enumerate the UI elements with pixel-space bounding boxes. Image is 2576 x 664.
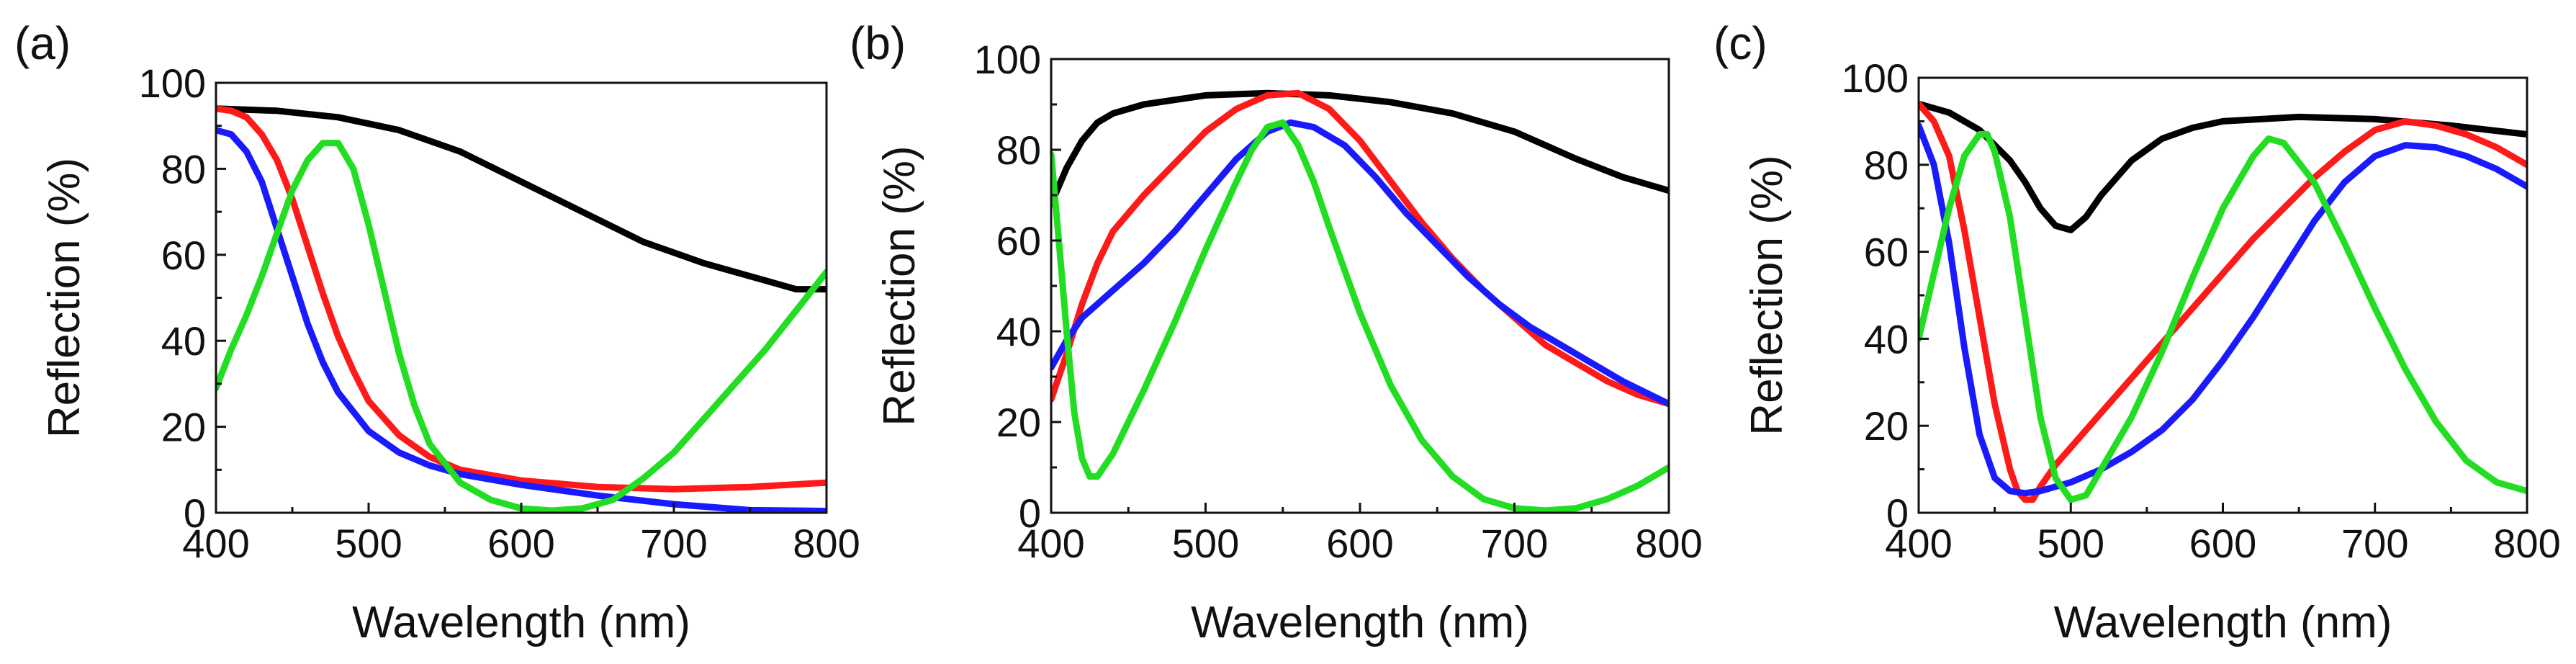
series-green-line — [1051, 119, 1669, 513]
y-tick-label: 0 — [184, 490, 206, 536]
series-blue-line — [1919, 122, 2527, 497]
y-tick-label: 80 — [996, 127, 1041, 173]
y-tick-label: 100 — [974, 37, 1041, 82]
y-tick-label: 20 — [996, 400, 1041, 445]
series-blue-line — [216, 127, 827, 513]
y-tick-label: 40 — [996, 309, 1041, 354]
y-tick-label: 80 — [1864, 143, 1909, 188]
series-group — [216, 105, 827, 513]
y-tick-label: 40 — [1864, 316, 1909, 362]
series-group — [1919, 100, 2527, 503]
series-green-line — [1919, 131, 2527, 503]
series-black-line — [1919, 100, 2527, 233]
x-tick-label: 800 — [1635, 521, 1702, 566]
panel-b: 400 500 600 700 800 0 20 40 60 80 100 Wavelength (n… — [850, 17, 1703, 647]
y-tick-label: 20 — [1864, 403, 1909, 449]
x-tick-label: 800 — [793, 521, 860, 566]
x-axis-label: Wavelength (nm) — [352, 598, 690, 647]
x-tick-label: 600 — [487, 521, 554, 566]
series-red-line — [1051, 89, 1669, 408]
series-green-line — [216, 140, 827, 513]
y-tick-label: 100 — [139, 60, 206, 106]
x-tick-label: 800 — [2493, 521, 2560, 566]
panel-a: 400 500 600 700 800 0 20 40 60 80 100 Wavelength (n… — [14, 17, 860, 647]
x-tick-label: 500 — [2037, 521, 2104, 566]
plot-frame — [1050, 58, 1670, 514]
series-red-line — [1919, 100, 2527, 503]
x-tick-label: 500 — [1172, 521, 1239, 566]
y-tick-label: 40 — [161, 318, 206, 364]
y-tick-label: 100 — [1842, 55, 1909, 101]
x-tick-label: 400 — [1885, 521, 1952, 566]
y-tick-label: 60 — [1864, 230, 1909, 275]
y-tick-label: 60 — [161, 233, 206, 278]
series-group — [1051, 89, 1669, 513]
y-tick-label: 0 — [1019, 490, 1041, 536]
y-tick-label: 60 — [996, 218, 1041, 264]
x-tick-label: 400 — [182, 521, 249, 566]
x-tick-label: 600 — [2189, 521, 2256, 566]
x-tick-label: 700 — [640, 521, 707, 566]
x-tick-label: 500 — [335, 521, 402, 566]
y-axis-label: Reflection (%) — [875, 145, 924, 426]
panel-label: (b) — [850, 17, 906, 69]
series-red-line — [216, 105, 827, 493]
x-axis-label: Wavelength (nm) — [2054, 598, 2392, 647]
series-black-line — [216, 105, 827, 293]
x-axis-label: Wavelength (nm) — [1191, 598, 1529, 647]
x-tick-label: 700 — [1481, 521, 1548, 566]
y-tick-label: 0 — [1886, 490, 1909, 536]
panel-label: (c) — [1713, 17, 1767, 69]
panel-c: 400 500 600 700 800 0 20 40 60 80 100 Wavelength (n… — [1713, 17, 2561, 647]
series-black-line — [1051, 89, 1669, 208]
panel-label: (a) — [14, 17, 71, 69]
y-axis-label: Reflection (%) — [1742, 155, 1792, 435]
plot-frame — [215, 81, 828, 514]
plot-frame — [1917, 76, 2528, 514]
x-tick-label: 600 — [1326, 521, 1393, 566]
x-tick-label: 400 — [1017, 521, 1084, 566]
series-blue-line — [1051, 119, 1669, 408]
x-tick-label: 700 — [2341, 521, 2408, 566]
y-tick-label: 80 — [161, 146, 206, 192]
y-axis-label: Reflection (%) — [40, 158, 89, 438]
y-tick-label: 20 — [161, 405, 206, 450]
